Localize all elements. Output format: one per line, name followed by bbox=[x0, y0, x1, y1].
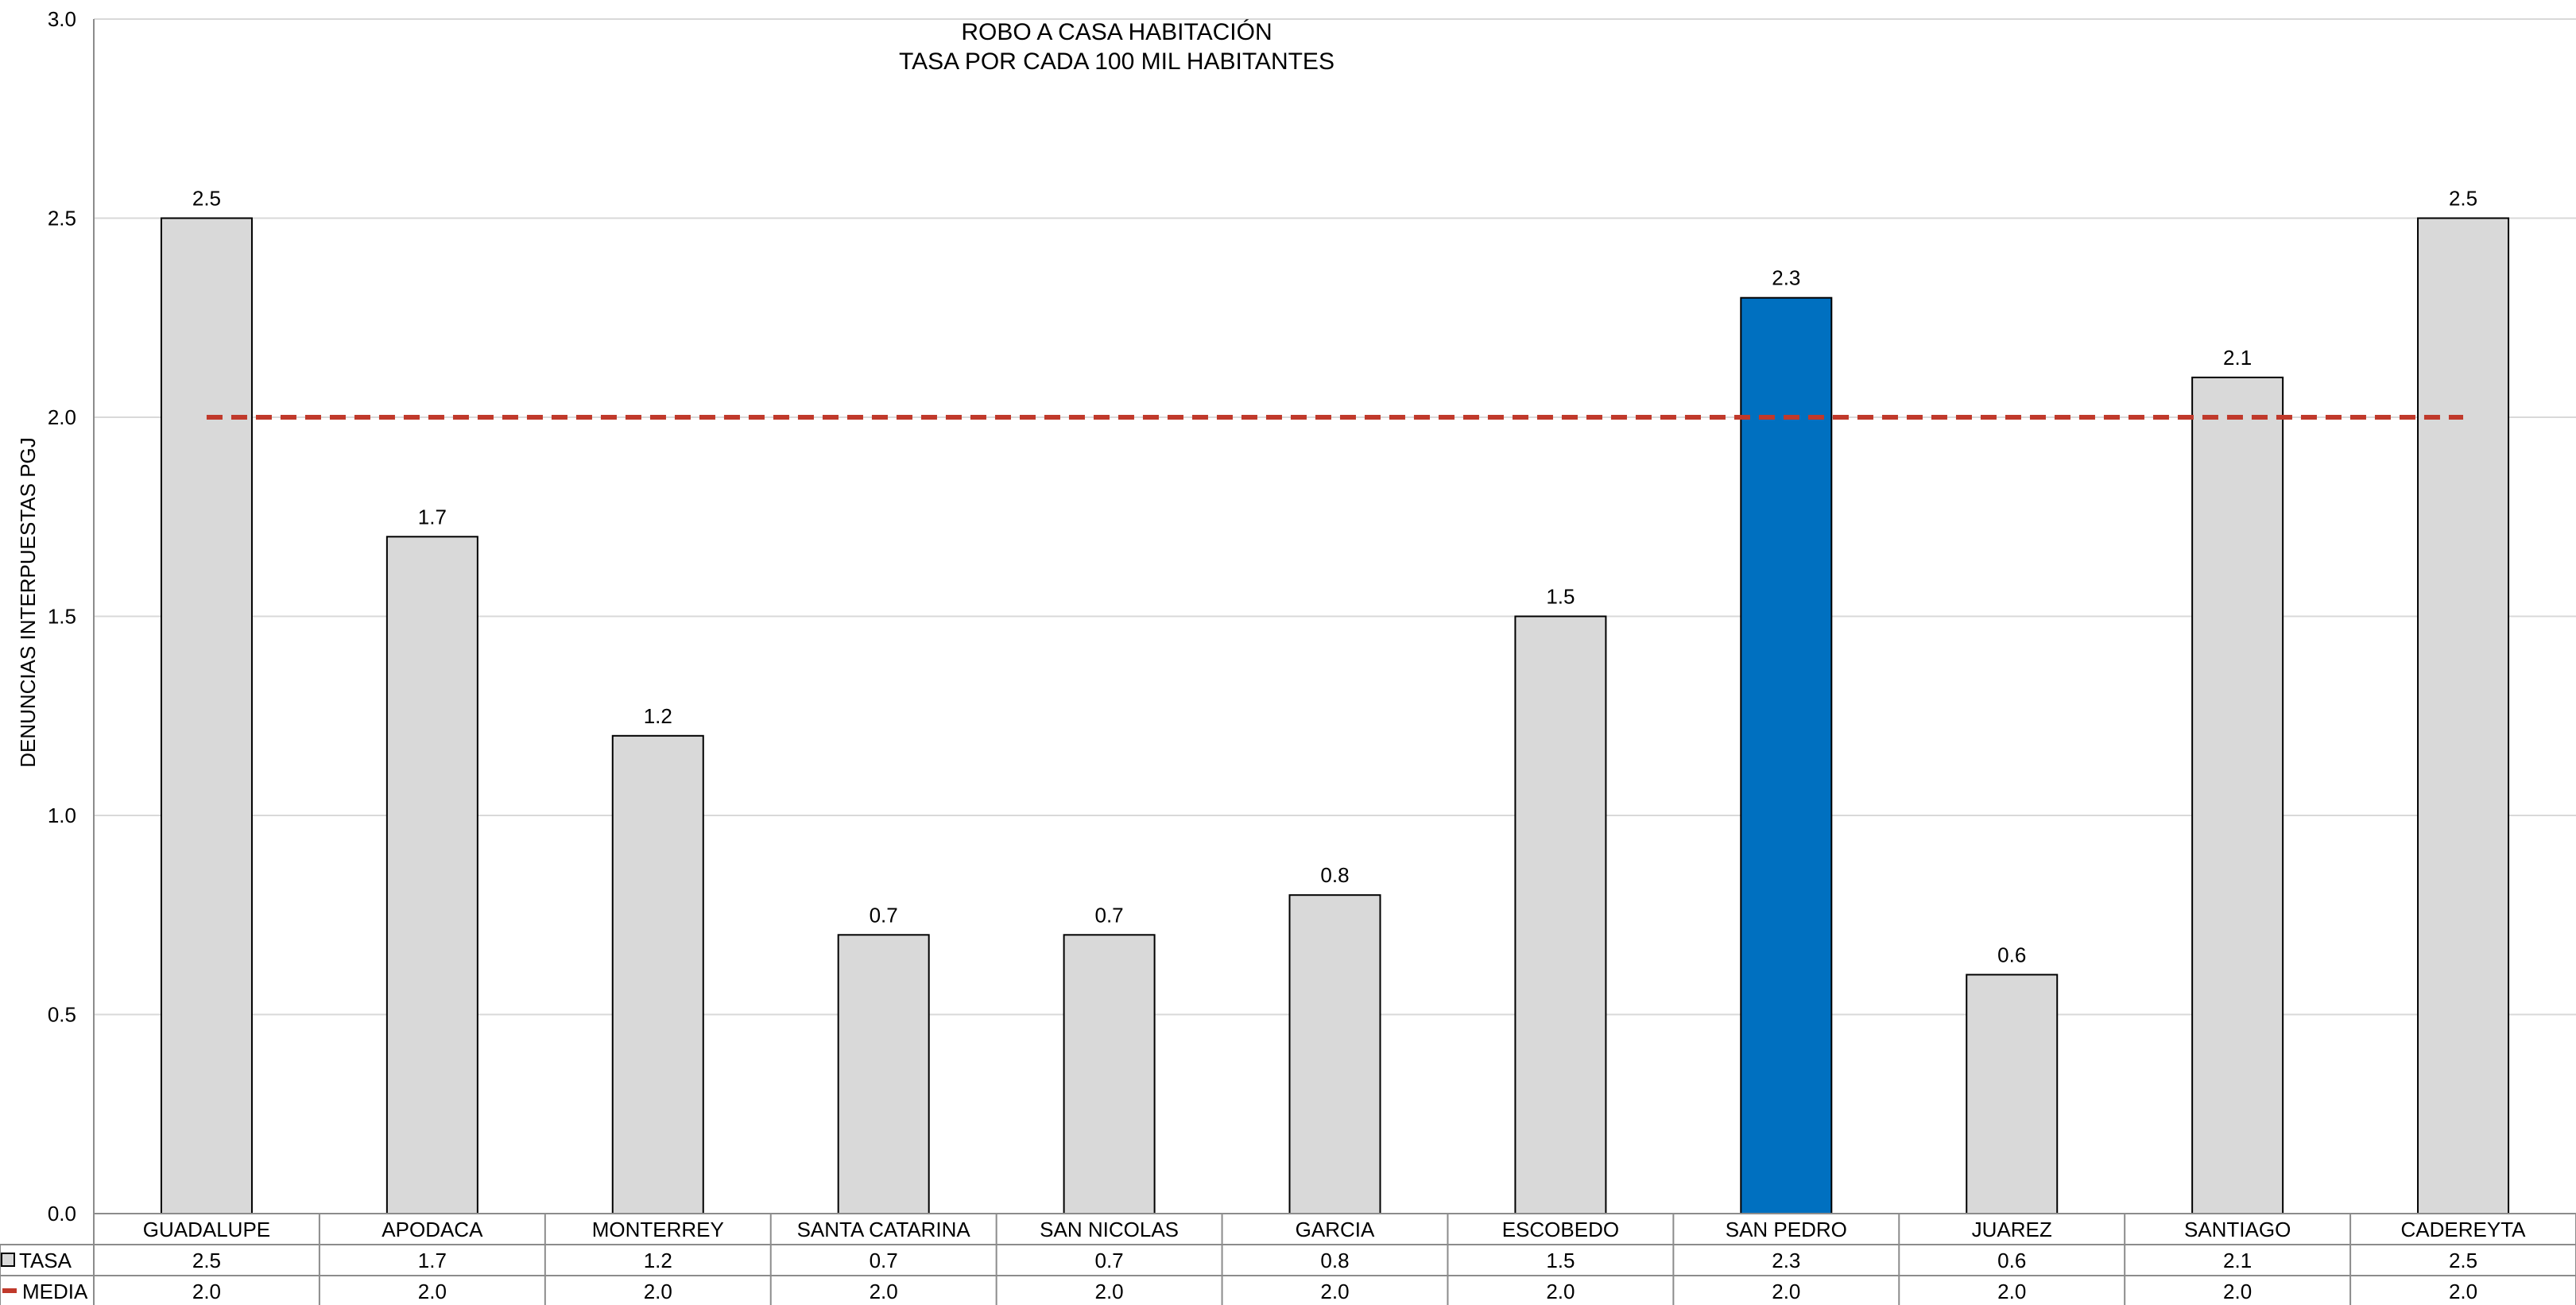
category-label: APODACA bbox=[382, 1218, 483, 1241]
category-label: JUAREZ bbox=[1972, 1218, 2052, 1241]
legend-label-tasa: TASA bbox=[19, 1249, 72, 1272]
bar-santa-catarina bbox=[837, 934, 930, 1215]
media-cell: 2.0 bbox=[1997, 1280, 2026, 1303]
media-cell: 2.0 bbox=[1546, 1280, 1575, 1303]
category-label: SAN NICOLAS bbox=[1040, 1218, 1179, 1241]
media-cell: 2.0 bbox=[1095, 1280, 1124, 1303]
bar-escobedo bbox=[1514, 615, 1607, 1214]
category-label: SANTA CATARINA bbox=[797, 1218, 971, 1241]
bar-value-label: 0.8 bbox=[1320, 863, 1349, 887]
tasa-cell: 2.3 bbox=[1772, 1249, 1800, 1272]
category-label: GARCIA bbox=[1296, 1218, 1375, 1241]
bar-san-nicolas bbox=[1063, 934, 1156, 1215]
bar-value-label: 0.7 bbox=[1095, 903, 1124, 927]
tasa-cell: 0.6 bbox=[1997, 1249, 2026, 1272]
legend-label-media: MEDIA bbox=[22, 1280, 88, 1303]
legend-key-tasa bbox=[1, 1253, 15, 1267]
y-tick-label: 1.0 bbox=[48, 804, 76, 827]
bar-value-label: 1.2 bbox=[644, 704, 672, 728]
category-label: ESCOBEDO bbox=[1502, 1218, 1619, 1241]
category-label: SAN PEDRO bbox=[1726, 1218, 1847, 1241]
bar-monterrey bbox=[611, 734, 704, 1214]
bar-san-pedro bbox=[1740, 296, 1833, 1215]
y-tick-label: 1.5 bbox=[48, 605, 76, 629]
tasa-cell: 1.5 bbox=[1546, 1249, 1575, 1272]
bar-value-label: 2.5 bbox=[2449, 187, 2477, 211]
chart-subtitle: TASA POR CADA 100 MIL HABITANTES bbox=[899, 48, 1334, 75]
media-cell: 2.0 bbox=[192, 1280, 221, 1303]
bar-value-label: 1.5 bbox=[1546, 585, 1575, 609]
tasa-cell: 1.7 bbox=[418, 1249, 447, 1272]
category-label: CADEREYTA bbox=[2401, 1218, 2527, 1241]
tasa-cell: 2.5 bbox=[2449, 1249, 2477, 1272]
media-cell: 2.0 bbox=[870, 1280, 898, 1303]
media-cell: 2.0 bbox=[644, 1280, 672, 1303]
bar-garcia bbox=[1288, 894, 1381, 1214]
media-cell: 2.0 bbox=[2223, 1280, 2252, 1303]
bar-santiago bbox=[2191, 376, 2284, 1214]
y-tick-label: 2.5 bbox=[48, 207, 76, 230]
bar-value-label: 0.7 bbox=[870, 903, 898, 927]
bars: 2.5 1.7 1.2 0.7 0.7 0.8 1.5 2.3 0.6 2.1 2.5 bbox=[160, 187, 2510, 1215]
tasa-cell: 0.7 bbox=[1095, 1249, 1124, 1272]
bar-guadalupe bbox=[160, 217, 253, 1214]
bar-juarez bbox=[1966, 974, 2059, 1215]
media-cell: 2.0 bbox=[418, 1280, 447, 1303]
tasa-cell: 2.5 bbox=[192, 1249, 221, 1272]
bar-value-label: 1.7 bbox=[418, 505, 447, 529]
tasa-cell: 2.1 bbox=[2223, 1249, 2252, 1272]
y-axis: 0.0 0.5 1.0 1.5 2.0 2.5 3.0 bbox=[48, 7, 95, 1226]
y-tick-label: 0.0 bbox=[48, 1202, 76, 1226]
y-tick-label: 3.0 bbox=[48, 7, 76, 31]
bar-value-label: 2.1 bbox=[2223, 346, 2252, 370]
tasa-cell: 0.8 bbox=[1320, 1249, 1349, 1272]
media-cell: 2.0 bbox=[2449, 1280, 2477, 1303]
media-cell: 2.0 bbox=[1772, 1280, 1800, 1303]
category-label: MONTERREY bbox=[592, 1218, 724, 1241]
tasa-cell: 1.2 bbox=[644, 1249, 672, 1272]
bar-value-label: 0.6 bbox=[1997, 943, 2026, 966]
bar-apodaca bbox=[385, 536, 478, 1214]
chart-title: ROBO A CASA HABITACIÓN bbox=[961, 19, 1272, 45]
category-label: GUADALUPE bbox=[143, 1218, 270, 1241]
category-label: SANTIAGO bbox=[2184, 1218, 2291, 1241]
bar-cadereyta bbox=[2417, 217, 2510, 1214]
media-cell: 2.0 bbox=[1320, 1280, 1349, 1303]
data-table: GUADALUPE 2.5 2.0 APODACA 1.7 2.0 MONTERREY 1.2… bbox=[0, 1213, 2576, 1305]
y-axis-label: DENUNCIAS INTERPUESTAS PGJ bbox=[16, 437, 40, 768]
bar-value-label: 2.5 bbox=[192, 187, 221, 211]
y-tick-label: 0.5 bbox=[48, 1003, 76, 1027]
tasa-cell: 0.7 bbox=[870, 1249, 898, 1272]
bar-value-label: 2.3 bbox=[1772, 266, 1800, 290]
y-tick-label: 2.0 bbox=[48, 405, 76, 429]
